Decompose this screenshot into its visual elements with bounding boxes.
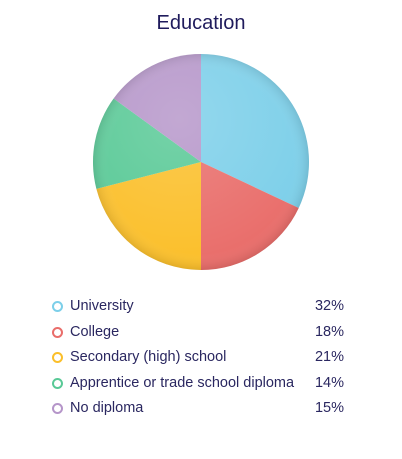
legend-item: Secondary (high) school 21% xyxy=(52,347,348,373)
legend-marker xyxy=(52,352,63,363)
legend-value: 32% xyxy=(314,298,344,314)
legend-marker xyxy=(52,326,63,338)
legend-item: Apprentice or trade school diploma 14% xyxy=(52,373,348,399)
legend-value: 21% xyxy=(314,349,344,365)
legend-value: 14% xyxy=(314,374,344,391)
legend-item: University 32% xyxy=(52,296,348,322)
legend-value: 15% xyxy=(314,400,344,416)
legend-label: University xyxy=(70,298,134,314)
legend-label: No diploma xyxy=(70,400,144,416)
pie-chart xyxy=(93,54,309,270)
legend-item: No diploma 15% xyxy=(52,398,348,424)
legend-marker xyxy=(52,377,63,389)
legend-marker xyxy=(52,403,63,414)
legend: University 32% College 18% Secondary (hi… xyxy=(52,296,348,424)
chart-title: Education xyxy=(156,12,246,34)
legend-marker xyxy=(52,301,63,312)
legend-item: College 18% xyxy=(52,322,348,348)
legend-label: Apprentice or trade school diploma xyxy=(70,374,295,391)
legend-label: Secondary (high) school xyxy=(70,349,227,365)
pie-gloss xyxy=(93,54,309,270)
legend-value: 18% xyxy=(314,323,344,340)
legend-label: College xyxy=(70,323,120,340)
